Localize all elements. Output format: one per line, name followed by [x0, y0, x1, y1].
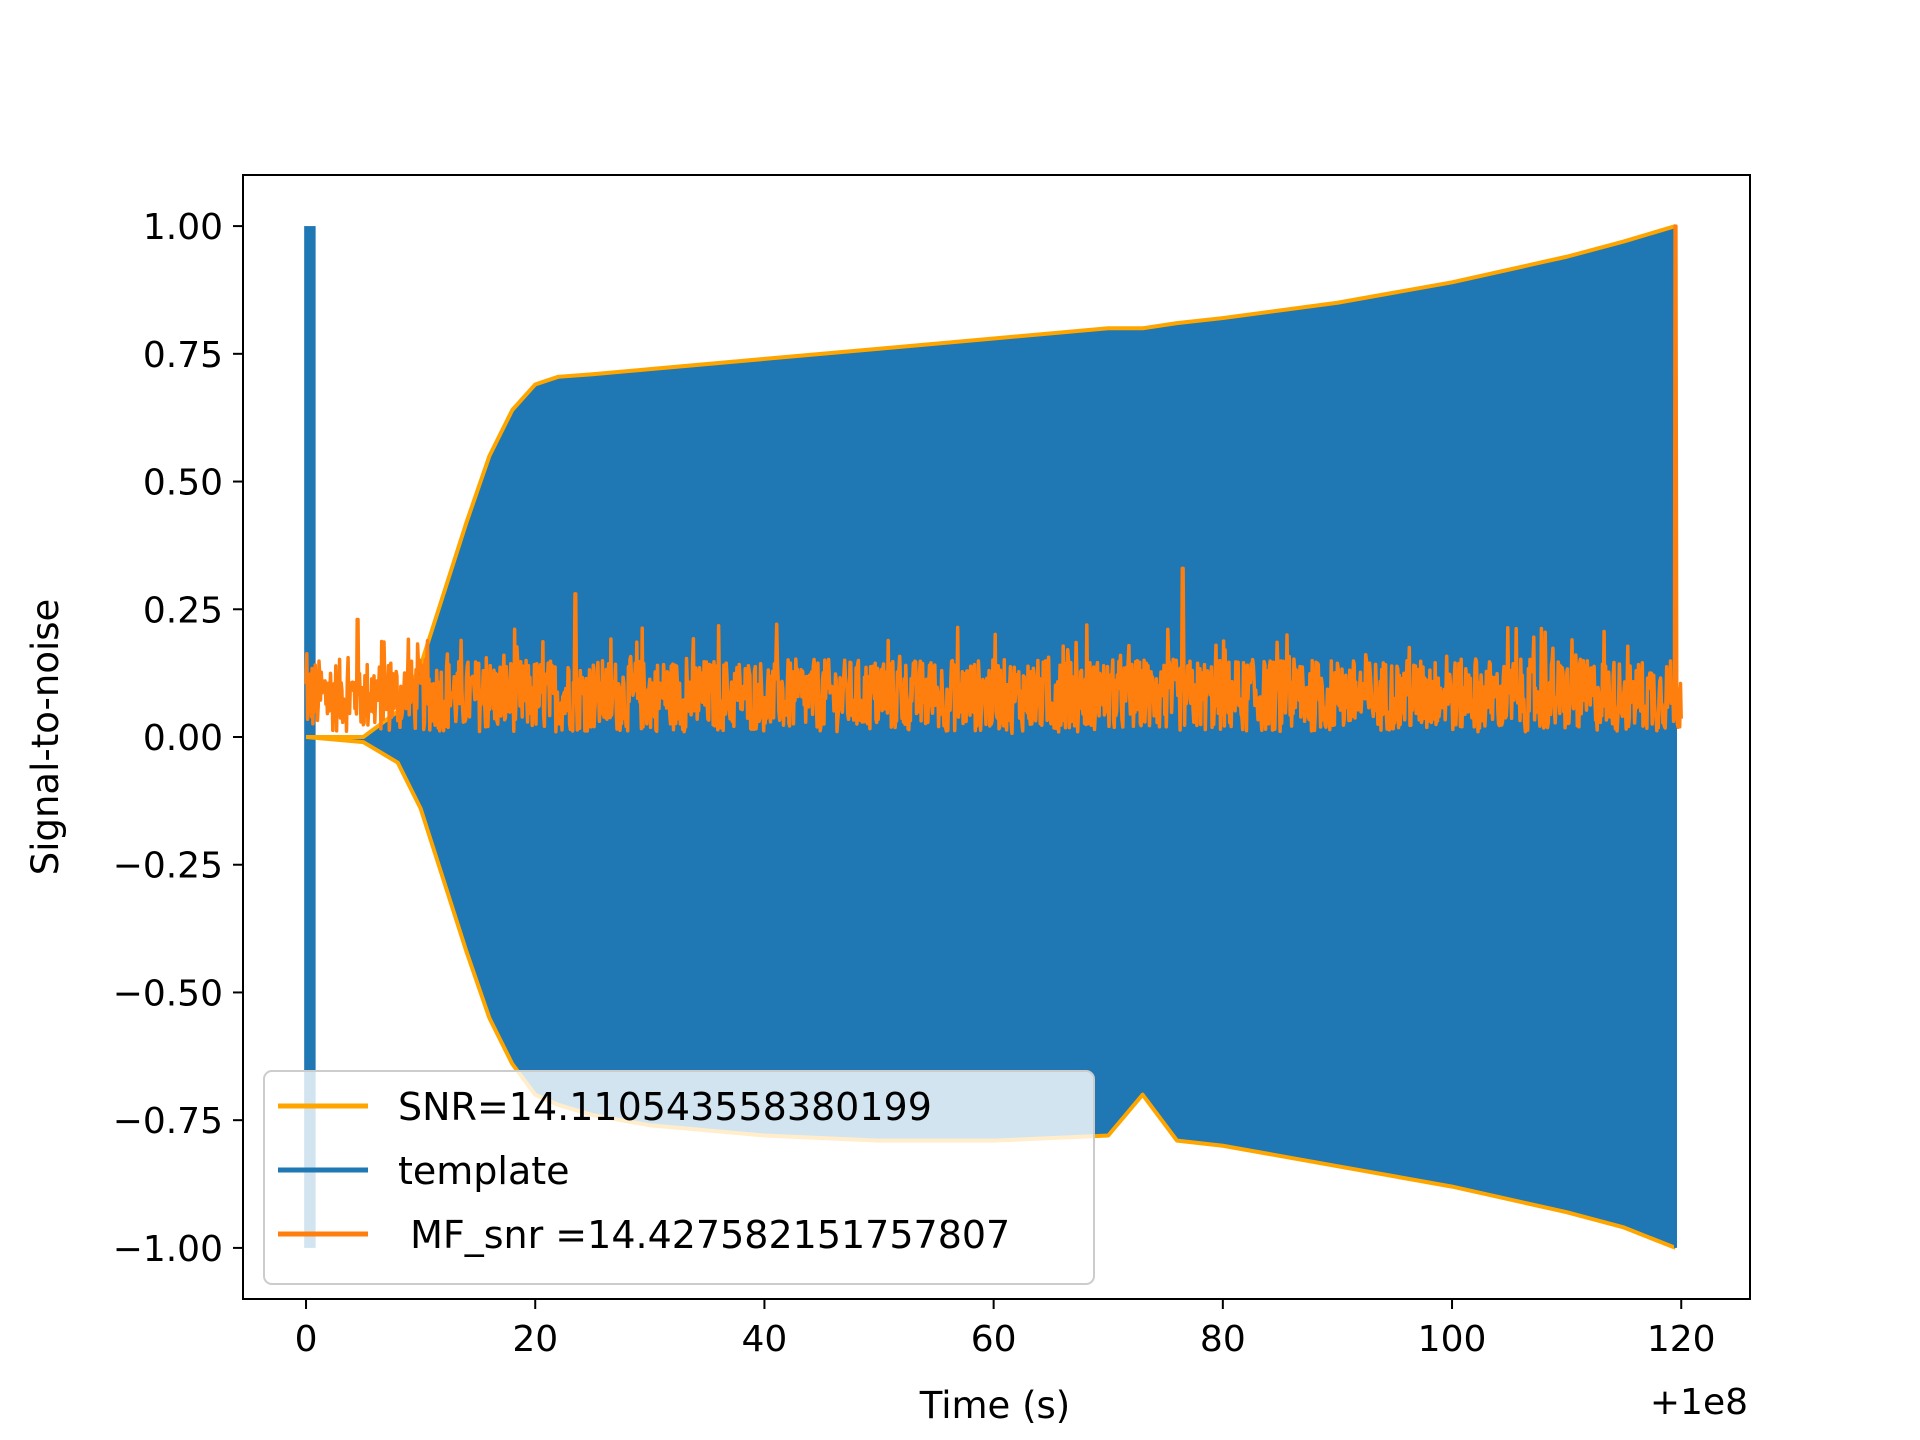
x-tick-label: 40 — [742, 1319, 788, 1360]
legend: SNR=14.110543558380199 template MF_snr =… — [263, 1070, 1095, 1285]
x-tick-label: 0 — [295, 1319, 318, 1360]
x-axis: 0 20 40 60 80 100 120 — [295, 1299, 1716, 1360]
y-axis-label: Signal-to-noise — [24, 599, 67, 876]
y-tick-label: 1.00 — [143, 207, 223, 248]
x-axis-label: Time (s) — [919, 1384, 1070, 1427]
plot-area — [304, 224, 1683, 1250]
snr-envelope-upper — [306, 224, 1677, 739]
y-tick-label: 0.25 — [143, 590, 223, 631]
x-tick-label: 20 — [512, 1319, 558, 1360]
y-axis: 1.00 0.75 0.50 0.25 0.00 −0.25 −0.50 −0.75 −1.00 — [113, 207, 243, 1270]
template-oscillation-band — [306, 226, 1676, 1248]
legend-box — [263, 1070, 1095, 1285]
x-tick-label: 60 — [971, 1319, 1017, 1360]
x-tick-label: 100 — [1418, 1319, 1487, 1360]
x-offset-label: +1e8 — [1650, 1382, 1748, 1423]
y-tick-label: 0.50 — [143, 463, 223, 504]
y-tick-label: −0.25 — [113, 846, 223, 887]
y-tick-label: −0.50 — [113, 973, 223, 1014]
x-tick-label: 120 — [1647, 1319, 1716, 1360]
mf-snr-trace — [304, 224, 1683, 736]
legend-label-mf-snr: MF_snr =14.427582151757807 — [398, 1213, 1010, 1257]
legend-label-template: template — [398, 1149, 570, 1193]
y-tick-label: 0.00 — [143, 718, 223, 759]
legend-label-snr: SNR=14.110543558380199 — [398, 1085, 932, 1129]
y-tick-label: 0.75 — [143, 335, 223, 376]
x-tick-label: 80 — [1200, 1319, 1246, 1360]
y-tick-label: −1.00 — [113, 1229, 223, 1270]
y-tick-label: −0.75 — [113, 1101, 223, 1142]
